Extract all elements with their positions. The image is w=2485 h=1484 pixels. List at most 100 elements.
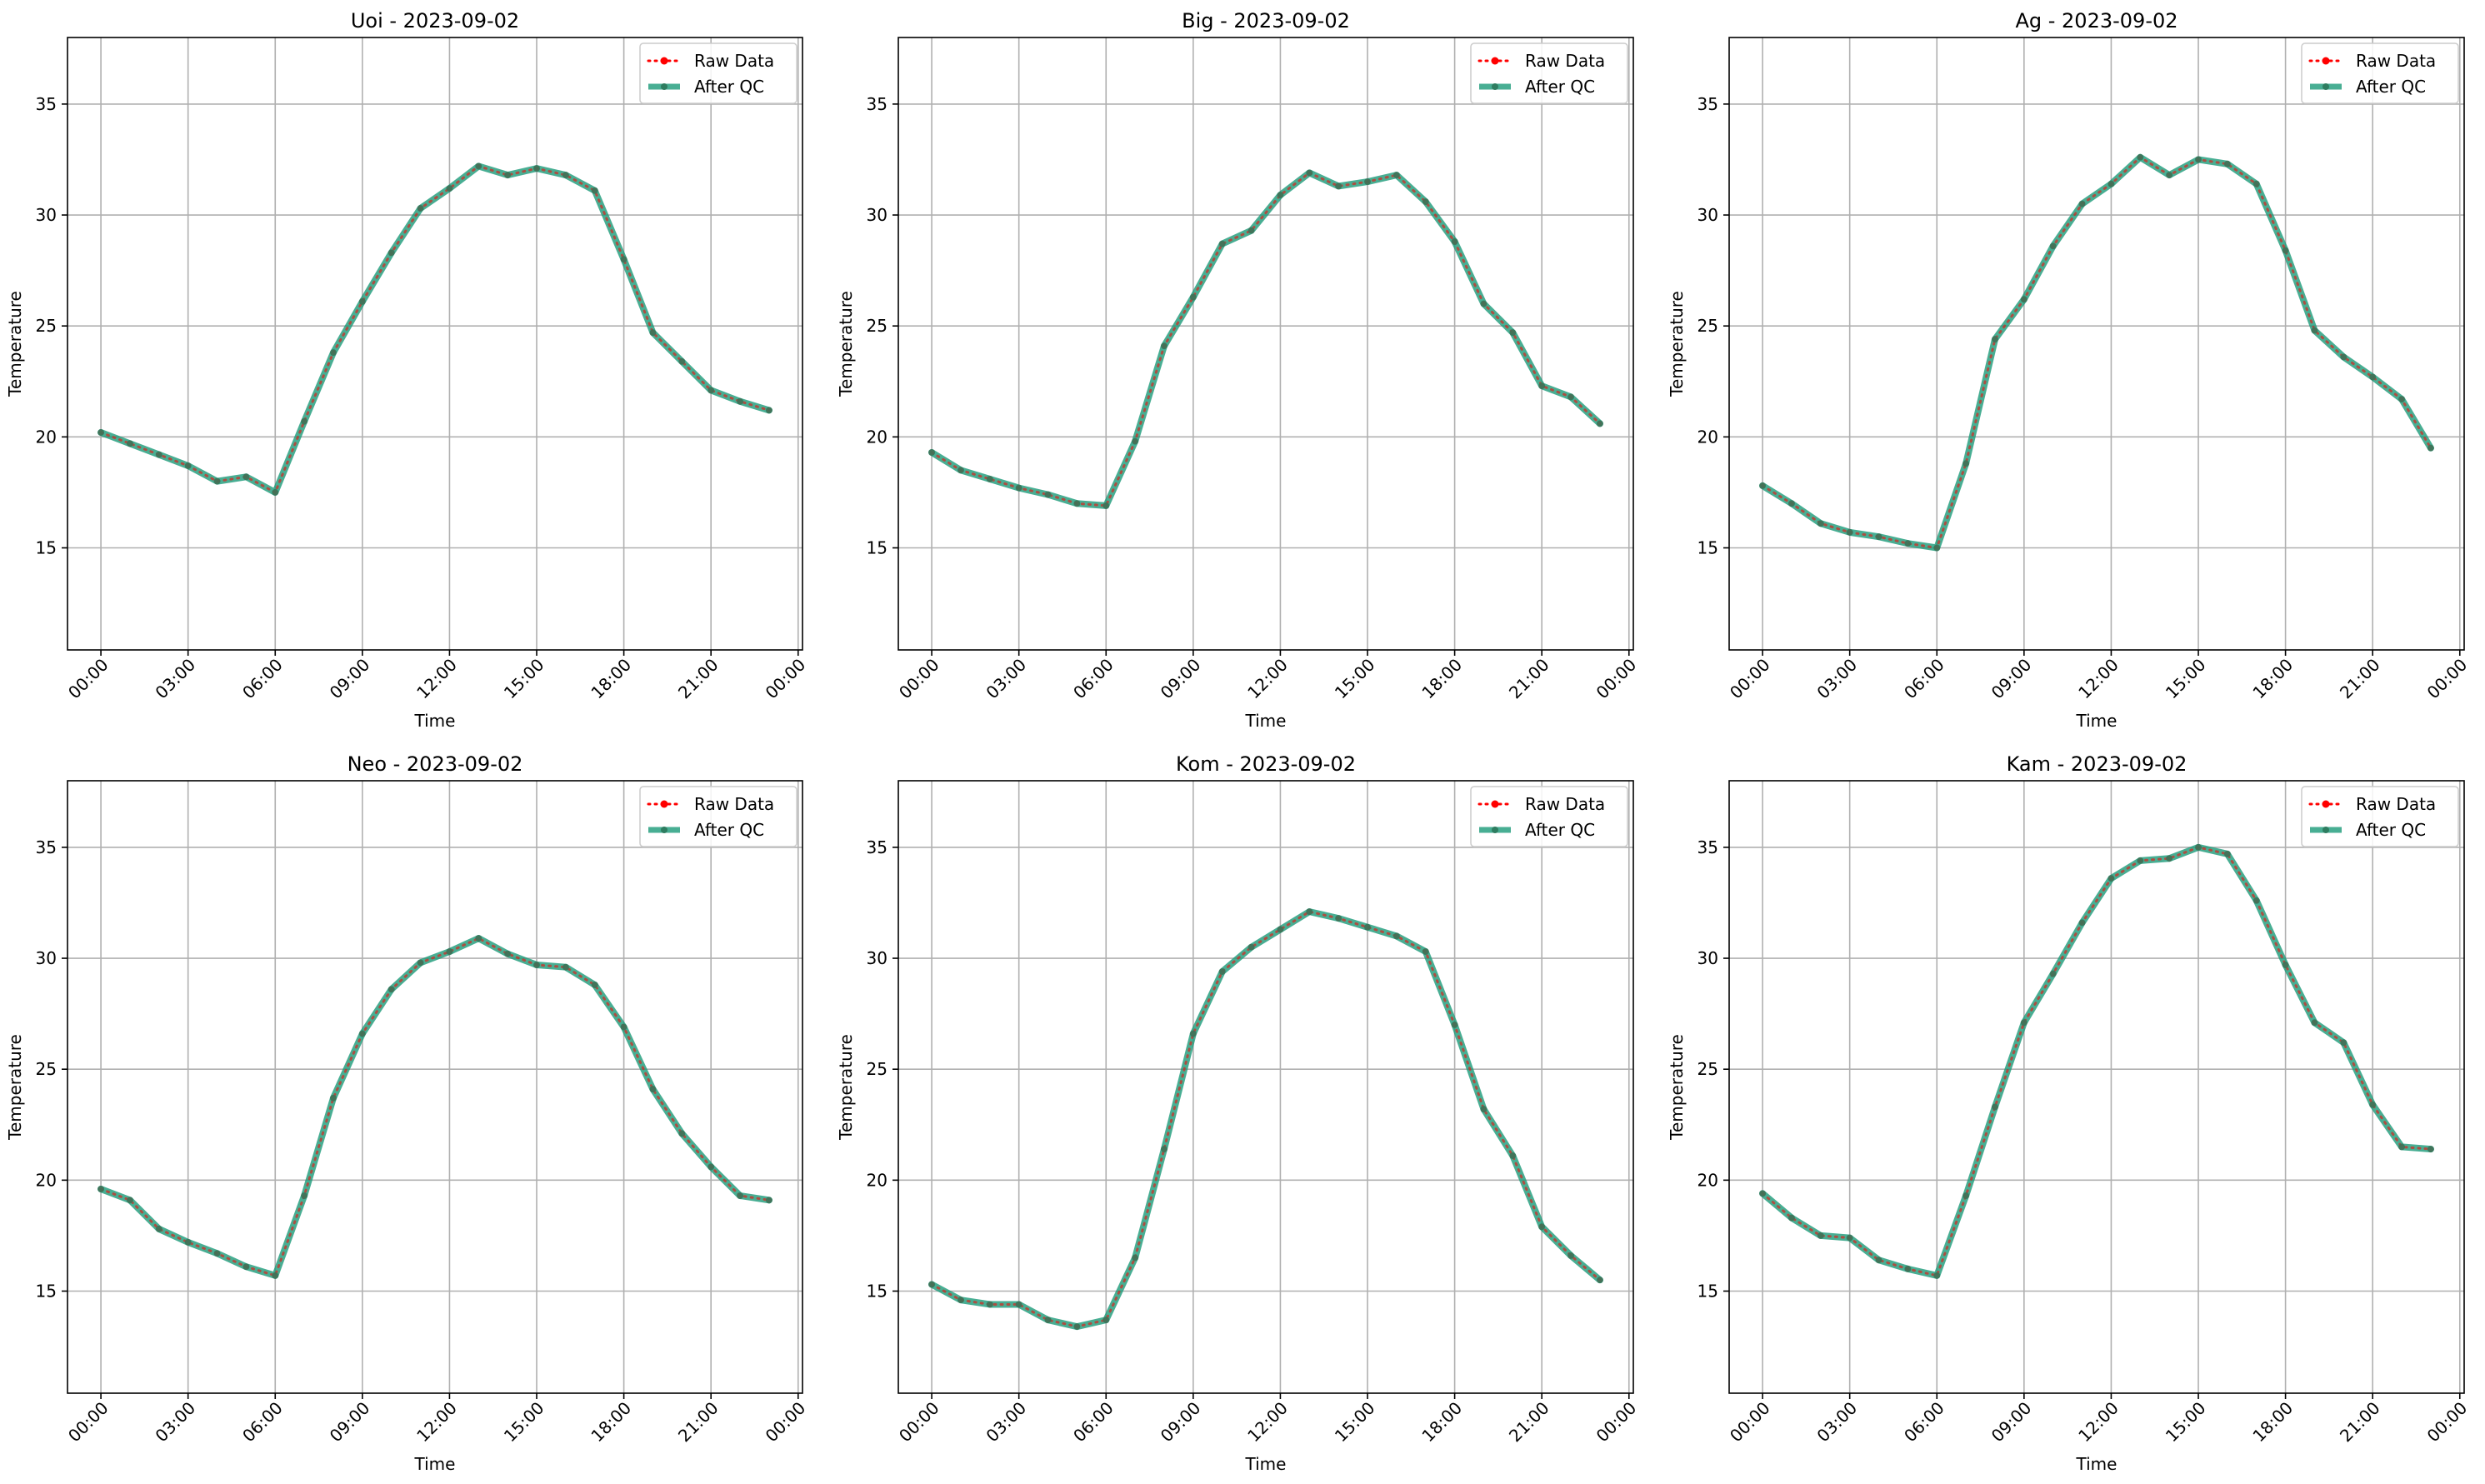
- y-axis-label: Temperature: [5, 291, 25, 397]
- legend-marker-after-qc: [1492, 83, 1498, 90]
- data-point-after-qc: [1509, 1152, 1517, 1160]
- data-point-after-qc: [928, 448, 936, 456]
- y-axis-label: Temperature: [836, 291, 856, 397]
- data-point-after-qc: [2252, 180, 2260, 187]
- x-tick-label: 09:00: [326, 655, 374, 703]
- data-point-after-qc: [2398, 1143, 2406, 1151]
- legend-label-raw-data: Raw Data: [2356, 794, 2436, 814]
- chart-title: Big - 2023-09-02: [1182, 9, 1350, 32]
- data-point-after-qc: [1218, 240, 1226, 247]
- data-point-after-qc: [986, 475, 993, 482]
- data-point-after-qc: [2195, 156, 2202, 163]
- legend-label-after-qc: After QC: [694, 77, 764, 97]
- subplot-1: 15 20 25 30 35 00:00 03:00 06:00 09:00 12:00 15:00…: [5, 9, 809, 731]
- data-point-after-qc: [649, 1086, 657, 1093]
- data-point-after-qc: [1596, 420, 1603, 427]
- y-axis-label: Temperature: [1667, 1034, 1687, 1141]
- data-point-after-qc: [1759, 482, 1767, 489]
- x-tick-label: 09:00: [326, 1398, 374, 1447]
- plot-area: [1729, 37, 2464, 650]
- data-point-after-qc: [2020, 296, 2028, 303]
- chart-title: Ag - 2023-09-02: [2015, 9, 2178, 32]
- data-point-after-qc: [1132, 1254, 1139, 1262]
- x-tick-label: 06:00: [238, 1398, 287, 1447]
- x-tick-label: 00:00: [1592, 655, 1641, 703]
- data-point-after-qc: [504, 950, 512, 957]
- data-point-after-qc: [329, 349, 337, 357]
- data-point-after-qc: [301, 417, 308, 425]
- plot-area: [68, 37, 802, 650]
- series-line-after-qc: [1759, 153, 2434, 552]
- x-tick-label: 00:00: [1726, 655, 1774, 703]
- legend-marker-raw-data: [1491, 800, 1499, 808]
- legend-label-after-qc: After QC: [2356, 77, 2426, 97]
- data-point-after-qc: [1991, 1103, 1998, 1111]
- legend: Raw Data After QC: [1470, 786, 1628, 847]
- data-point-after-qc: [1015, 484, 1022, 492]
- data-point-after-qc: [1277, 926, 1284, 933]
- series-line-raw-data: [930, 910, 1602, 1328]
- series-line-raw-data: [1761, 846, 2432, 1277]
- legend-label-raw-data: Raw Data: [2356, 51, 2436, 71]
- data-point-after-qc: [1218, 968, 1226, 976]
- data-point-after-qc: [184, 1238, 192, 1246]
- axes-frame: [898, 37, 1634, 651]
- subplot-5: 15 20 25 30 35 00:00 03:00 06:00 09:00 12:00 15:00…: [836, 752, 1640, 1474]
- data-point-after-qc: [562, 963, 569, 971]
- x-tick-label: 15:00: [500, 655, 548, 703]
- x-tick-label: 21:00: [674, 655, 722, 703]
- x-axis-label: Time: [414, 711, 456, 731]
- data-point-after-qc: [1875, 533, 1882, 541]
- y-tick-label: 15: [1698, 1282, 1718, 1302]
- x-tick-label: 15:00: [2162, 655, 2210, 703]
- data-point-after-qc: [126, 440, 133, 447]
- y-axis-label: Temperature: [5, 1034, 25, 1141]
- x-tick-label: 00:00: [762, 1398, 810, 1447]
- x-tick-label: 12:00: [412, 655, 461, 703]
- data-point-after-qc: [504, 172, 512, 179]
- x-tick-label: 15:00: [1331, 1398, 1379, 1447]
- data-point-after-qc: [1044, 1317, 1052, 1324]
- plot-area: [68, 781, 802, 1393]
- data-point-after-qc: [957, 467, 964, 474]
- data-point-after-qc: [737, 1192, 744, 1199]
- y-tick-label: 35: [1698, 94, 1718, 114]
- data-point-after-qc: [1392, 932, 1400, 940]
- x-tick-label: 18:00: [587, 1398, 635, 1447]
- data-point-after-qc: [2108, 875, 2115, 882]
- x-tick-label: 09:00: [1157, 655, 1205, 703]
- y-tick-label: 25: [1698, 1059, 1718, 1079]
- data-point-after-qc: [2049, 242, 2057, 250]
- y-tick-label: 20: [1698, 427, 1718, 447]
- data-point-after-qc: [272, 488, 279, 496]
- data-point-after-qc: [2340, 353, 2348, 361]
- x-tick-label: 00:00: [762, 655, 810, 703]
- axes-frame: [67, 780, 803, 1394]
- data-point-after-qc: [533, 165, 541, 172]
- y-tick-label: 30: [36, 948, 57, 968]
- data-point-after-qc: [446, 948, 453, 956]
- data-point-after-qc: [329, 1094, 337, 1102]
- x-tick-label: 21:00: [1505, 1398, 1553, 1447]
- data-point-after-qc: [2223, 850, 2231, 857]
- data-point-after-qc: [1189, 293, 1197, 301]
- data-point-after-qc: [1073, 500, 1081, 507]
- x-axis-label: Time: [2076, 1454, 2118, 1474]
- plot-area: [898, 37, 1633, 650]
- data-point-after-qc: [1962, 460, 1970, 467]
- x-tick-label: 18:00: [2248, 1398, 2297, 1447]
- legend: Raw Data After QC: [639, 42, 798, 104]
- y-tick-label: 15: [1698, 538, 1718, 558]
- x-tick-label: 21:00: [2336, 655, 2384, 703]
- x-tick-label: 03:00: [982, 1398, 1030, 1447]
- y-tick-label: 30: [36, 205, 57, 225]
- data-point-after-qc: [1335, 915, 1342, 922]
- x-tick-label: 00:00: [2423, 655, 2472, 703]
- x-tick-label: 03:00: [151, 655, 199, 703]
- data-point-after-qc: [1248, 227, 1255, 234]
- series-line-raw-data: [99, 937, 771, 1277]
- data-point-after-qc: [98, 429, 105, 437]
- data-point-after-qc: [1846, 1234, 1853, 1242]
- data-point-after-qc: [533, 962, 541, 969]
